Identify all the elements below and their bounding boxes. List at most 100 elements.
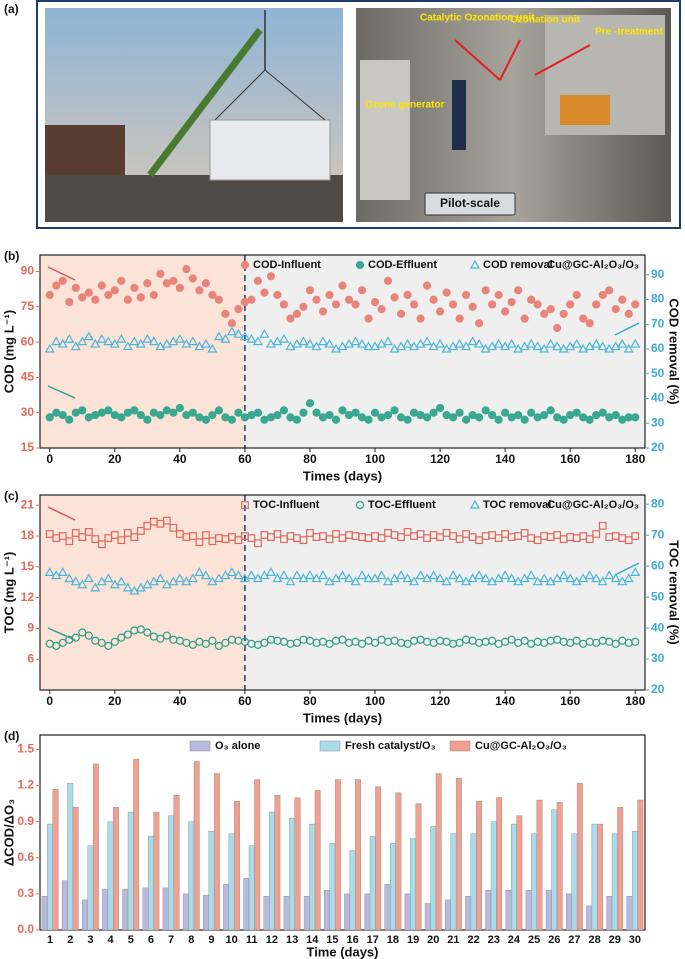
- triangle-point: [623, 343, 634, 353]
- y-tick-label: 50: [651, 589, 665, 603]
- circle-point: [292, 415, 302, 424]
- y-tick-label: 60: [651, 341, 665, 355]
- triangle-point: [220, 570, 231, 580]
- circle-point: [286, 314, 295, 323]
- circle-point: [325, 290, 334, 300]
- circle-point: [422, 281, 432, 290]
- circle-point: [104, 290, 113, 300]
- x-tick-label: 180: [625, 452, 645, 466]
- circle-point: [611, 639, 620, 648]
- y-tick-label: 90: [21, 264, 35, 278]
- triangle-point: [70, 341, 81, 351]
- legend-label: Cu@GC-Al₂O₃/O₃: [475, 740, 567, 752]
- legend-swatch: [189, 740, 211, 752]
- bar: [476, 801, 482, 931]
- triangle-point: [226, 326, 237, 336]
- circle-point: [201, 639, 210, 648]
- photo-annotation: Ozone generator: [365, 100, 445, 111]
- circle-point: [136, 625, 145, 634]
- triangle-point: [44, 567, 55, 576]
- triangle-point: [610, 341, 621, 351]
- triangle-point: [239, 331, 250, 341]
- bar: [631, 831, 638, 931]
- bar: [168, 815, 175, 931]
- legend-marker: [241, 501, 249, 509]
- bar: [268, 811, 275, 931]
- circle-point: [305, 286, 315, 295]
- x-tick-label: 160: [560, 452, 580, 466]
- photo-left: [45, 8, 343, 222]
- circle-point: [227, 319, 237, 328]
- y-tick-label: 6: [27, 651, 34, 665]
- circle-point: [325, 639, 334, 648]
- x-tick-label: 12: [266, 934, 278, 946]
- bar: [531, 833, 538, 931]
- triangle-point: [220, 333, 231, 343]
- triangle-point: [487, 341, 498, 351]
- triangle-point: [480, 573, 491, 583]
- y-axis-title: COD (mg L⁻¹): [1, 310, 16, 393]
- bar: [545, 890, 552, 931]
- bar: [415, 803, 422, 931]
- circle-point: [45, 290, 54, 300]
- x-tick-label: 9: [208, 934, 214, 946]
- triangle-point: [604, 343, 615, 353]
- triangle-point: [591, 338, 602, 348]
- triangle-point: [467, 573, 478, 583]
- bar: [107, 821, 114, 931]
- circle-point: [65, 297, 74, 307]
- bar: [283, 896, 290, 931]
- x-tick-label: 20: [108, 694, 122, 708]
- square-point: [201, 531, 210, 539]
- bar: [586, 905, 593, 931]
- circle-point: [227, 415, 237, 424]
- circle-point: [585, 319, 594, 328]
- bar: [243, 878, 250, 931]
- triangle-point: [461, 341, 472, 351]
- circle-point: [488, 636, 497, 645]
- circle-point: [338, 281, 347, 290]
- circle-point: [201, 415, 210, 424]
- square-point: [299, 536, 308, 545]
- triangle-point: [545, 338, 556, 348]
- triangle-point: [96, 333, 107, 343]
- x-tick-label: 17: [367, 934, 379, 946]
- triangle-point: [44, 343, 55, 353]
- trend-arrow: [614, 562, 640, 576]
- photo-frame: [36, 0, 681, 229]
- circle-point: [162, 631, 171, 640]
- triangle-point: [83, 331, 94, 341]
- y-tick-label: 40: [651, 391, 665, 405]
- legend-label: COD removal: [483, 259, 553, 271]
- bar: [606, 896, 613, 931]
- circle-point: [292, 638, 302, 647]
- circle-point: [312, 408, 321, 417]
- bar: [536, 799, 543, 931]
- triangle-point: [409, 341, 420, 351]
- bar: [389, 843, 396, 931]
- triangle-point: [539, 343, 550, 353]
- circle-point: [234, 305, 243, 314]
- triangle-point: [200, 338, 211, 348]
- bar: [334, 779, 341, 931]
- circle-point: [514, 286, 523, 295]
- circle-point: [253, 408, 263, 417]
- triangle-point: [161, 579, 172, 589]
- circle-point: [462, 290, 471, 300]
- circle-point: [455, 638, 464, 647]
- bar: [611, 833, 618, 931]
- x-tick-label: 6: [148, 934, 154, 946]
- square-point: [624, 536, 633, 545]
- circle-point: [481, 406, 490, 415]
- square-point: [533, 536, 542, 545]
- x-tick-label: 18: [387, 934, 399, 946]
- square-point: [273, 530, 282, 538]
- x-tick-label: 23: [488, 934, 500, 946]
- triangle-point: [474, 338, 485, 348]
- circle-point: [520, 415, 529, 424]
- x-tick-label: 0: [46, 452, 53, 466]
- square-point: [631, 532, 640, 540]
- circle-point: [455, 314, 464, 323]
- circle-point: [208, 410, 217, 420]
- square-point: [377, 534, 386, 543]
